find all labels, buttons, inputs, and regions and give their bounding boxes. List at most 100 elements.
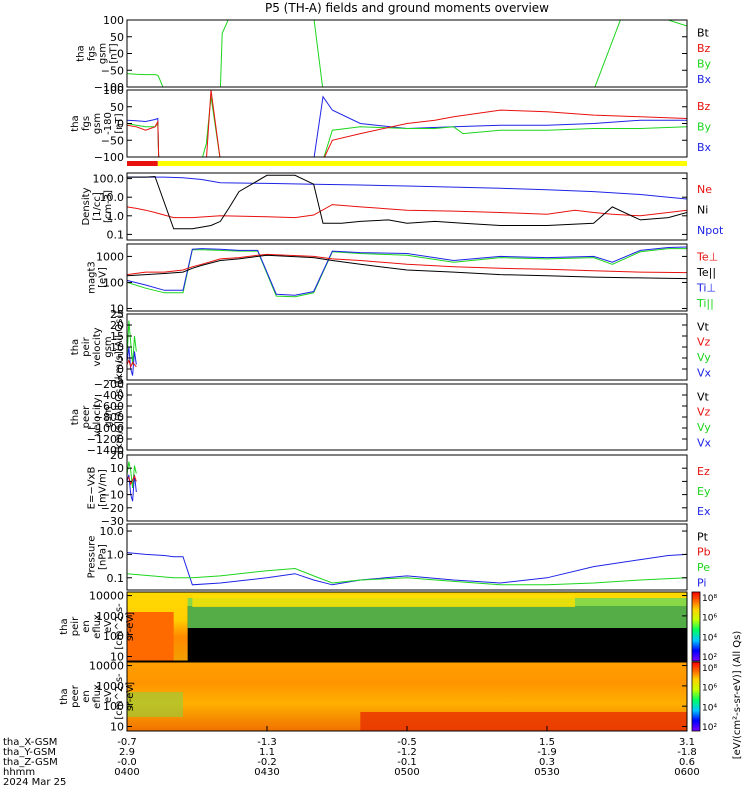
y-tick-label: −1200: [87, 433, 124, 446]
legend-entry: Vz: [697, 406, 711, 419]
legend-entry: Vy: [697, 421, 711, 434]
y-axis-label: [mV/m]: [98, 469, 109, 507]
legend-entry: Bz: [697, 42, 711, 55]
panel-frame: [126, 243, 688, 312]
panel-frame: [126, 591, 688, 662]
y-axis-label: [nPa]: [98, 544, 109, 570]
y-tick-label: 10000: [89, 590, 124, 603]
y-tick-label: 10: [110, 720, 124, 733]
legend-entry: Pb: [697, 546, 711, 559]
y-axis-label: [cm-3]: [103, 190, 114, 223]
y-tick-label: −600: [94, 400, 124, 413]
y-axis-label: [cm^2-s-: [114, 673, 125, 720]
y-tick-label: 100.0: [93, 173, 125, 186]
legend-entry: Ex: [697, 505, 711, 518]
x-tick-value: -1.9: [537, 747, 557, 758]
colorbar-tick-label: 10⁴: [702, 633, 717, 643]
y-tick-label: −30: [101, 515, 124, 528]
x-tick-value: 0600: [674, 767, 699, 778]
y-tick-label: −800: [94, 411, 124, 424]
y-axis-label: velocity: [92, 327, 103, 366]
y-tick-label: −200: [94, 378, 124, 391]
y-axis-label: [eV]: [98, 267, 109, 288]
y-tick-label: 0: [117, 363, 124, 376]
series-line-By: [127, 20, 687, 87]
x-row-label: tha_Z-GSM: [3, 757, 58, 768]
y-axis-label: fgs: [81, 116, 92, 131]
series-line-Bz: [127, 90, 687, 157]
x-row-label: hhmm: [3, 767, 35, 778]
series-line-Ti||: [127, 248, 687, 298]
colorbar-p9: [691, 591, 701, 662]
y-tick-label: 50: [110, 31, 124, 44]
x-tick-value: -0.0: [117, 757, 137, 768]
y-tick-label: 100: [103, 630, 124, 643]
y-tick-label: −50: [101, 134, 124, 147]
mode-bar-red: [127, 161, 158, 166]
y-axis-label: sr-eV]: [125, 682, 136, 711]
legend-entry: Vt: [697, 320, 710, 333]
status-bars: [127, 161, 688, 166]
y-tick-label: −1400: [87, 444, 124, 457]
y-axis-label: magt3: [87, 261, 98, 294]
y-axis-label: [nT]: [109, 43, 120, 63]
y-axis-label: peir: [81, 336, 92, 356]
legend-entry: Vx: [697, 366, 712, 379]
y-axis-label: tha: [70, 115, 81, 131]
y-axis-label: tha: [76, 45, 87, 61]
series-line-Ti⊥: [127, 246, 687, 296]
y-tick-label: 20: [110, 319, 124, 332]
y-axis-label: en: [81, 690, 92, 703]
y-axis-label: Pressure: [87, 536, 98, 579]
legend-entry: Ez: [697, 465, 710, 478]
y-tick-label: 0.1: [107, 228, 125, 241]
y-tick-label: −1000: [87, 422, 124, 435]
mode-bar-yellow: [157, 161, 688, 166]
x-tick-value: 0530: [534, 767, 559, 778]
legend-entry: Pe: [697, 561, 710, 574]
y-axis-label: peir: [70, 616, 81, 636]
y-tick-label: 10000: [89, 660, 124, 673]
x-tick-value: -0.7: [117, 737, 137, 748]
y-tick-label: 50: [110, 101, 124, 114]
series-line-Vz: [127, 358, 137, 369]
colorbar-title: [eV/(cm²-s-sr-eV)] (All Qs): [732, 631, 743, 760]
y-axis-label: E=−VxB: [87, 467, 98, 510]
colorbar-tick-label: 10⁴: [702, 703, 717, 713]
panel-frame: [126, 383, 688, 451]
series-line-Pe: [127, 567, 687, 586]
x-tick-value: -1.2: [397, 747, 417, 758]
y-axis-label: en: [81, 620, 92, 633]
series-line-Te||: [127, 254, 687, 280]
series-line-Npot: [127, 176, 687, 200]
y-axis-label: gsm: [103, 406, 114, 427]
panel-frame: [126, 172, 688, 241]
x-tick-value: 1.1: [259, 747, 275, 758]
legend-entry: Ne: [697, 183, 712, 196]
panel-frame: [126, 523, 688, 591]
legend-entry: Vy: [697, 351, 711, 364]
y-axis-label: gsm: [92, 113, 103, 134]
y-axis-label: [1/cc]: [92, 192, 103, 221]
y-tick-label: 100: [103, 84, 124, 97]
x-tick-value: 0.6: [679, 757, 695, 768]
colorbar-p10: [691, 661, 701, 732]
y-axis-label: [km/s](All Qs)]: [114, 311, 125, 383]
colorbar-tick-label: 10²: [702, 653, 717, 663]
legend-entry: Ni: [697, 204, 708, 217]
x-tick-value: 1.5: [539, 737, 555, 748]
colorbar-tick-label: 10²: [702, 723, 717, 733]
legend-entry: Vt: [697, 390, 710, 403]
legend-entry: Vx: [697, 436, 712, 449]
y-axis-label: [nT]: [114, 113, 125, 133]
y-tick-label: 1000: [96, 250, 124, 263]
y-tick-label: 100: [103, 700, 124, 713]
legend-entry: Bt: [697, 26, 710, 39]
date-label: 2024 Mar 25: [3, 777, 66, 788]
y-axis-label: gsm: [103, 336, 114, 357]
y-axis-label: gsm: [98, 43, 109, 64]
y-axis-label: Density: [81, 187, 92, 225]
